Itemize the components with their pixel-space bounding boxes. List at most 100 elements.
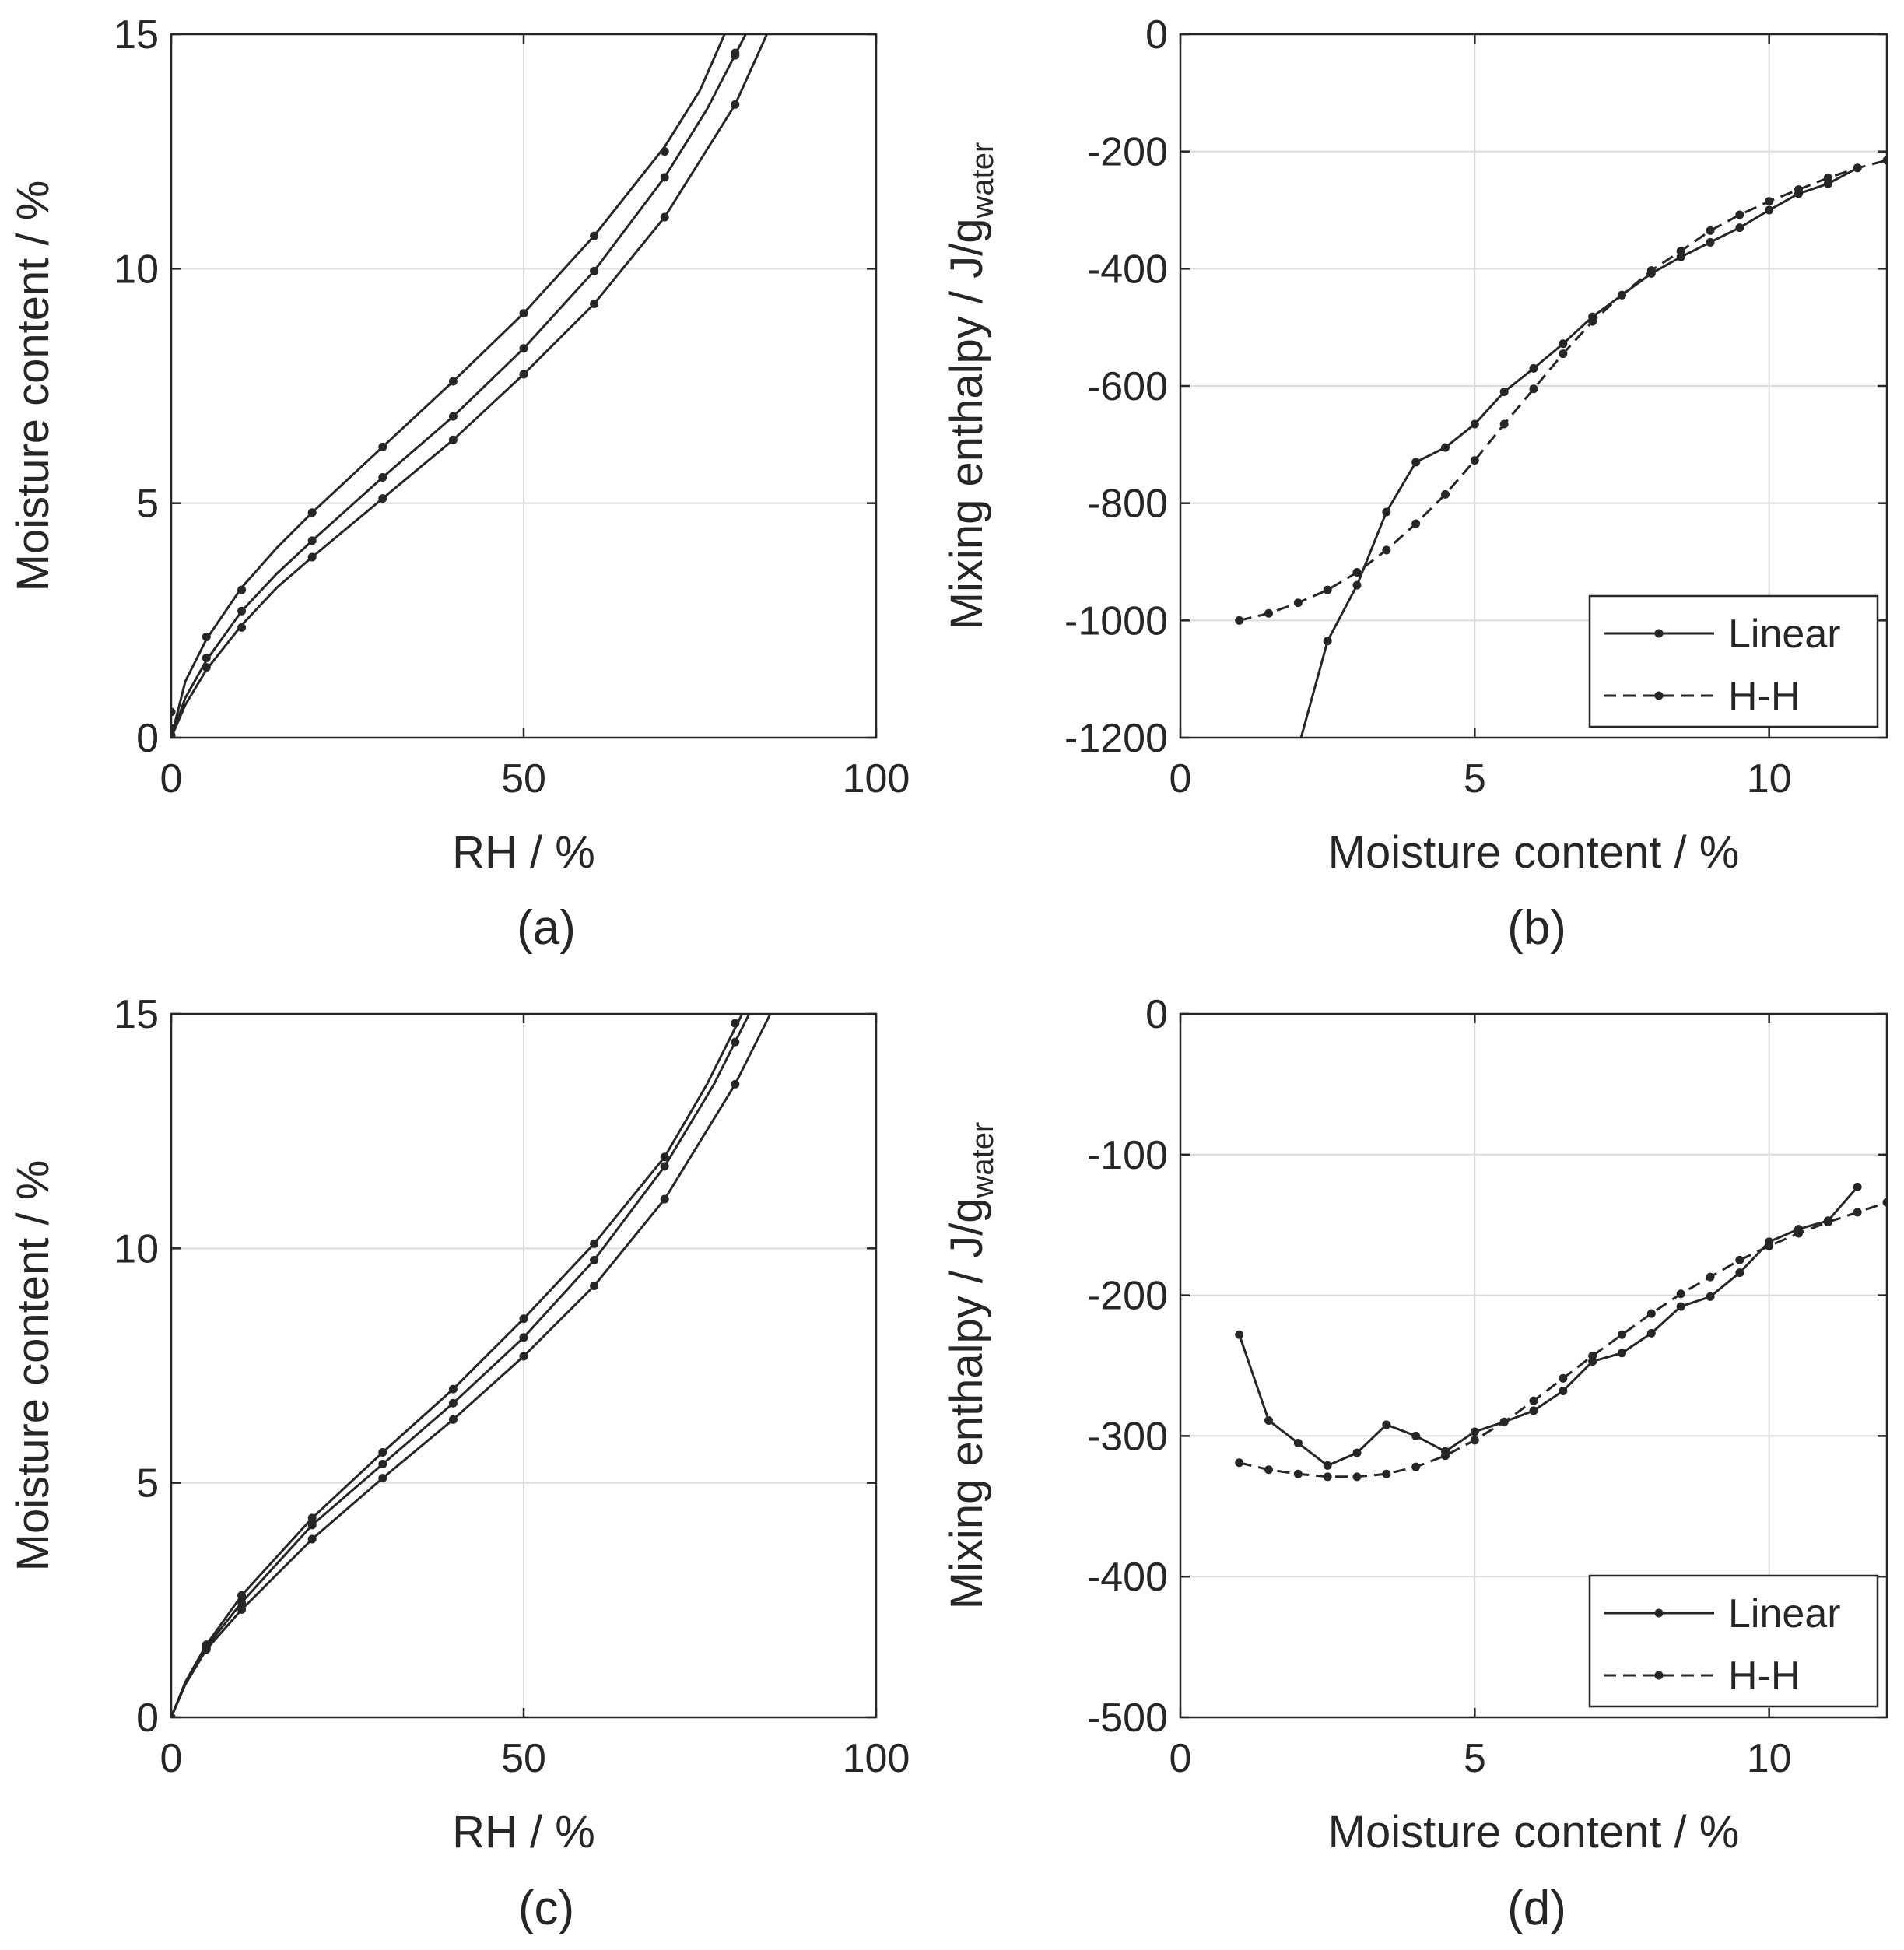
data-point: [1235, 1330, 1244, 1339]
data-point: [1794, 1229, 1803, 1238]
data-point: [171, 707, 176, 717]
data-point: [171, 731, 176, 738]
data-point: [1323, 1461, 1332, 1470]
y-axis-label: Moisture content / %: [8, 1160, 58, 1572]
y-axis-label: Mixing enthalpy / J/gwater: [941, 1122, 1000, 1610]
data-point: [1293, 1469, 1303, 1478]
data-point: [1676, 1289, 1685, 1299]
legend-swatch-marker: [1654, 1671, 1664, 1680]
data-layer: [1235, 156, 1887, 738]
data-point: [1823, 179, 1832, 188]
data-point: [202, 1645, 211, 1654]
panel-label: (d): [1507, 1882, 1566, 1935]
data-point: [1441, 489, 1450, 499]
y-tick-label: -200: [1087, 130, 1168, 175]
data-point: [1735, 1255, 1744, 1264]
y-tick-label: 15: [114, 12, 159, 58]
data-point: [1499, 1417, 1509, 1426]
y-tick-label: 0: [136, 716, 159, 761]
data-point: [1794, 185, 1803, 195]
data-point: [590, 300, 599, 309]
y-tick-label: 10: [114, 247, 159, 292]
data-point: [1382, 1469, 1391, 1478]
data-point: [1529, 363, 1538, 373]
series-upper: [171, 34, 740, 738]
legend-label: Linear: [1728, 612, 1841, 657]
data-point: [1382, 507, 1391, 517]
data-point: [448, 1384, 458, 1394]
data-point: [1735, 223, 1744, 233]
data-point: [1352, 580, 1362, 590]
legend-swatch-marker: [1654, 691, 1664, 700]
x-tick-label: 10: [1747, 1736, 1792, 1781]
data-point: [1646, 266, 1656, 275]
data-point: [1323, 585, 1332, 594]
data-point: [378, 1474, 387, 1483]
data-point: [660, 1152, 669, 1162]
data-point: [1735, 1268, 1744, 1278]
data-point: [307, 552, 317, 562]
legend-swatch-marker: [1654, 1608, 1664, 1618]
data-point: [1618, 1330, 1626, 1339]
data-point: [519, 309, 528, 318]
data-point: [378, 442, 387, 451]
x-tick-label: 0: [1169, 756, 1192, 801]
data-layer: [171, 34, 768, 738]
data-point: [731, 1079, 740, 1089]
legend-box: [1588, 594, 1879, 728]
data-point: [1411, 1431, 1421, 1440]
data-point: [1293, 598, 1303, 608]
x-tick-label: 50: [501, 756, 546, 801]
data-point: [590, 1282, 599, 1291]
y-tick-label: -400: [1087, 247, 1168, 292]
data-point: [378, 1447, 387, 1457]
legend-box: [1588, 1574, 1879, 1708]
data-point: [1441, 443, 1450, 452]
legend-label: Linear: [1728, 1591, 1841, 1636]
data-point: [1706, 226, 1715, 235]
panel-label: (b): [1507, 901, 1566, 955]
data-point: [1352, 1448, 1362, 1457]
data-point: [1559, 1387, 1568, 1396]
data-point: [1735, 210, 1744, 219]
data-point: [731, 100, 740, 109]
data-point: [1618, 290, 1626, 300]
data-point: [448, 1415, 458, 1424]
data-point: [1676, 252, 1685, 261]
data-point: [1293, 1438, 1303, 1447]
data-point: [237, 1598, 247, 1607]
data-point: [1823, 174, 1832, 183]
x-axis-label: Moisture content / %: [1328, 827, 1740, 878]
y-axis-label: Moisture content / %: [8, 181, 58, 592]
data-point: [1676, 247, 1685, 256]
data-point: [448, 412, 458, 421]
data-point: [1323, 1472, 1332, 1482]
data-point: [1559, 339, 1568, 349]
y-tick-label: -1200: [1064, 716, 1168, 761]
y-tick-label: -600: [1087, 364, 1168, 409]
data-point: [1559, 349, 1568, 359]
y-tick-label: 10: [114, 1226, 159, 1271]
data-point: [1411, 1462, 1421, 1471]
data-point: [519, 1352, 528, 1361]
x-axis-label: Moisture content / %: [1328, 1807, 1740, 1857]
data-point: [448, 377, 458, 386]
data-point: [1470, 419, 1479, 429]
data-point: [1529, 1406, 1538, 1415]
data-point: [590, 266, 599, 275]
y-tick-label: -200: [1087, 1274, 1168, 1319]
data-point: [1470, 1427, 1479, 1436]
data-point: [1323, 637, 1332, 646]
series-line: [1299, 167, 1858, 738]
data-point: [1529, 1396, 1538, 1405]
data-point: [1559, 1373, 1568, 1383]
data-point: [1264, 1416, 1273, 1426]
panel-label: (a): [517, 901, 576, 955]
series-lower: [171, 34, 768, 738]
data-point: [660, 1162, 669, 1171]
data-point: [731, 1037, 740, 1047]
data-point: [1411, 458, 1421, 467]
series-middle: [171, 34, 747, 738]
data-point: [731, 1019, 740, 1028]
